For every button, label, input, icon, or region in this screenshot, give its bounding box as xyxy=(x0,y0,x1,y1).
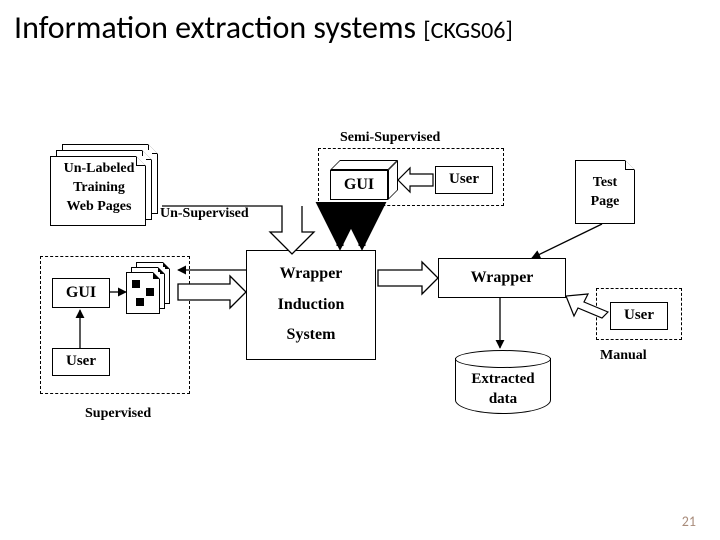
node-unlabeled-pages: Un-Labeled Training Web Pages xyxy=(50,144,160,224)
label-un-supervised: Un-Supervised xyxy=(160,206,249,222)
node-gui-top: GUI xyxy=(330,160,398,200)
arrow-wis-to-wrapper xyxy=(378,262,438,294)
square-icon xyxy=(146,288,154,296)
unlabeled-line-0: Un-Labeled xyxy=(64,161,135,176)
node-user-left: User xyxy=(52,348,110,376)
node-user-right: User xyxy=(610,302,668,330)
square-icon xyxy=(136,298,144,306)
title-main: Information extraction systems xyxy=(14,8,416,47)
node-test-page: Test Page xyxy=(575,160,635,224)
label-supervised: Supervised xyxy=(85,406,151,422)
user-right-label: User xyxy=(624,306,654,326)
page-number: 21 xyxy=(682,513,696,530)
cyl-line-1: data xyxy=(489,391,517,407)
arrow-testpage-to-wrapper xyxy=(532,224,602,258)
node-gui-left: GUI xyxy=(52,278,110,308)
label-semi-supervised: Semi-Supervised xyxy=(340,130,440,146)
gui-top-label: GUI xyxy=(344,176,374,194)
cyl-line-0: Extracted xyxy=(471,371,534,387)
node-user-top: User xyxy=(435,166,493,194)
node-wrapper-induction-system: Wrapper Induction System xyxy=(246,250,376,360)
node-mini-stack xyxy=(126,262,172,314)
square-icon xyxy=(132,280,140,288)
wis-line-0: Wrapper xyxy=(280,259,343,289)
testpage-line-0: Test xyxy=(593,175,617,190)
unlabeled-line-1: Training xyxy=(73,180,125,195)
user-left-label: User xyxy=(66,352,96,372)
gui-left-label: GUI xyxy=(66,283,96,304)
user-top-label: User xyxy=(449,170,479,190)
wis-line-2: System xyxy=(287,320,336,350)
title-cite: [CKGS06] xyxy=(423,16,513,45)
node-wrapper: Wrapper xyxy=(438,258,566,298)
wrapper-label: Wrapper xyxy=(471,268,534,289)
testpage-line-1: Page xyxy=(591,194,620,209)
wis-line-1: Induction xyxy=(278,290,345,320)
node-extracted-data: Extracted data xyxy=(455,350,551,414)
diagram-canvas: Semi-Supervised Un-Supervised Supervised… xyxy=(30,110,690,480)
label-manual: Manual xyxy=(600,348,647,364)
slide-title: Information extraction systems [CKGS06] xyxy=(14,8,513,47)
unlabeled-line-3: Web Pages xyxy=(67,199,132,214)
